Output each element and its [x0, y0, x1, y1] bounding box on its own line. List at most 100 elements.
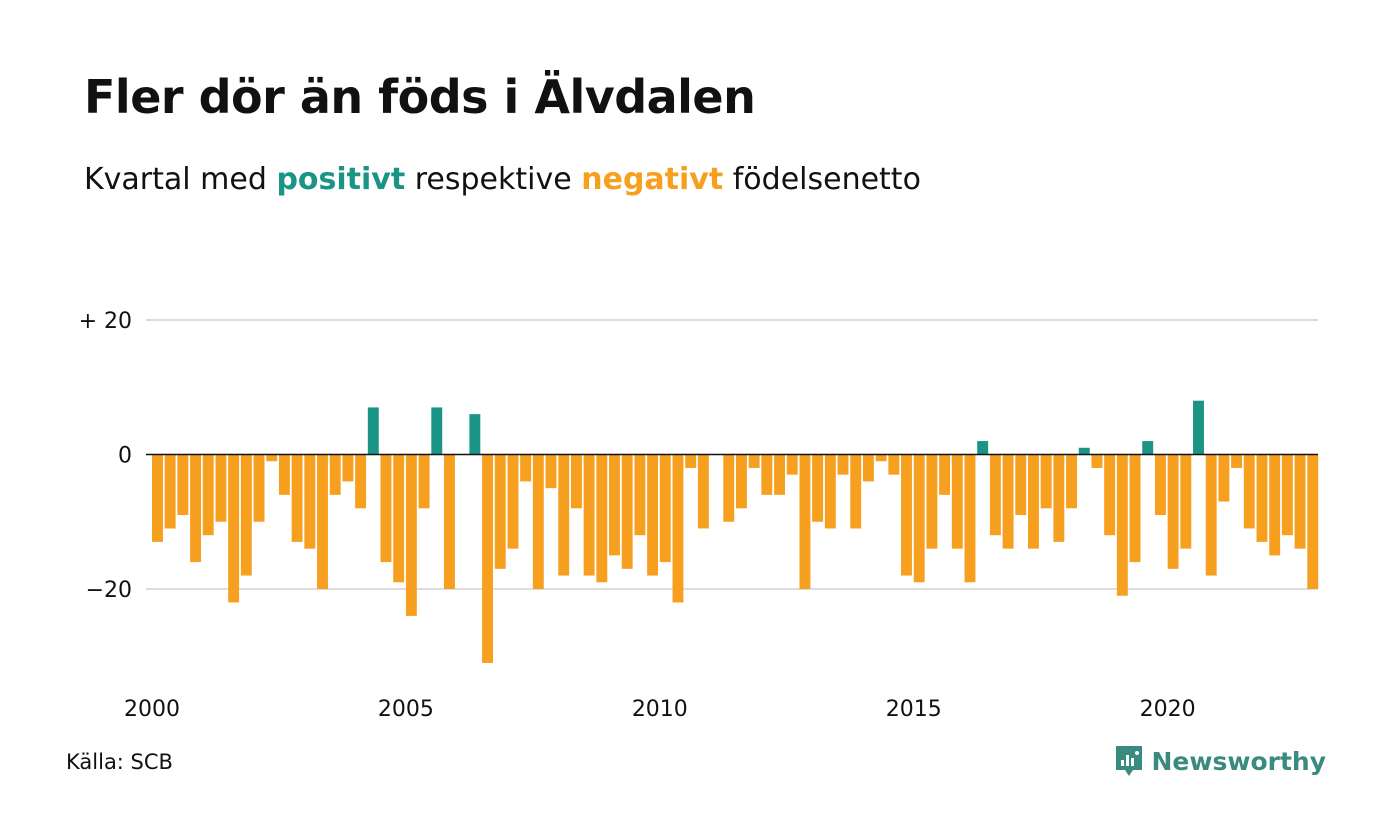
bar-negative — [317, 454, 328, 589]
bar-negative — [228, 454, 240, 603]
bar-negative — [1218, 454, 1230, 502]
bar-negative — [583, 454, 595, 576]
bar-negative — [609, 454, 620, 556]
bar-negative — [862, 454, 874, 482]
bar-negative — [355, 454, 367, 509]
source-note: Källa: SCB — [66, 750, 173, 774]
bar-negative — [634, 454, 646, 536]
bar-negative — [1028, 454, 1039, 549]
bar-negative — [1231, 454, 1243, 468]
bar-negative — [177, 454, 189, 516]
bar-negative — [1104, 454, 1116, 536]
bar-negative — [1053, 454, 1065, 542]
bar-negative — [736, 454, 747, 509]
bar-negative — [444, 454, 455, 589]
bar-negative — [697, 454, 709, 529]
bar-negative — [799, 454, 811, 589]
bar-negative — [901, 454, 912, 576]
bar-negative — [240, 454, 252, 576]
subtitle-text-before: Kvartal med — [84, 162, 267, 197]
bar-negative — [545, 454, 557, 489]
bar-negative — [253, 454, 265, 522]
bar-negative — [875, 454, 887, 462]
bar-negative — [685, 454, 697, 468]
brand-name: Newsworthy — [1151, 746, 1327, 776]
bar-negative — [1116, 454, 1128, 596]
bar-negative — [418, 454, 430, 509]
bar-negative — [1307, 454, 1319, 589]
bar-negative — [164, 454, 176, 529]
bar-negative — [951, 454, 963, 549]
x-tick-label: 2005 — [378, 697, 434, 722]
bar-negative — [596, 454, 608, 583]
bar-negative — [774, 454, 786, 495]
bar-negative — [570, 454, 582, 509]
bar-negative — [152, 454, 163, 542]
bar-negative — [494, 454, 506, 569]
subtitle-text-after: födelsenetto — [732, 162, 921, 197]
bar-negative — [723, 454, 735, 522]
bar-negative — [1180, 454, 1192, 549]
bar-negative — [1066, 454, 1078, 509]
bar-negative — [1154, 454, 1166, 516]
bar-negative — [1129, 454, 1141, 563]
chart-title: Fler dör än föds i Älvdalen — [84, 70, 756, 124]
bar-negative — [989, 454, 1001, 536]
bar-negative — [659, 454, 671, 563]
bar-negative — [266, 454, 278, 462]
bar-negative — [1205, 454, 1217, 576]
bar-negative — [304, 454, 316, 549]
chart-subtitle: Kvartal med positivt respektive negativt… — [84, 162, 921, 197]
bar-negative — [1167, 454, 1179, 569]
bar-positive — [977, 441, 989, 455]
bar-negative — [1015, 454, 1027, 516]
bar-negative — [824, 454, 836, 529]
subtitle-text-middle: respektive — [414, 162, 572, 197]
subtitle-negative-label: negativt — [581, 162, 724, 197]
bar-negative — [482, 454, 494, 663]
bar-negative — [647, 454, 659, 576]
bar-positive — [1078, 447, 1090, 455]
bar-negative — [1040, 454, 1052, 509]
bar-negative — [1269, 454, 1281, 556]
bar-negative — [850, 454, 862, 529]
brand-logo: Newsworthy — [1114, 744, 1327, 778]
bar-positive — [1142, 441, 1154, 455]
bar-negative — [405, 454, 417, 616]
bar-negative — [558, 454, 570, 576]
y-tick-label: 0 — [118, 444, 132, 469]
bar-negative — [1002, 454, 1014, 549]
bar-negative — [1091, 454, 1103, 468]
bar-negative — [1256, 454, 1268, 542]
bar-negative — [888, 454, 900, 475]
bar-negative — [202, 454, 214, 536]
bar-negative — [913, 454, 925, 583]
x-tick-label: 2010 — [632, 697, 688, 722]
bar-negative — [520, 454, 532, 482]
bar-negative — [761, 454, 773, 495]
bar-negative — [190, 454, 202, 563]
x-tick-label: 2015 — [886, 697, 942, 722]
bar-negative — [964, 454, 976, 583]
bar-negative — [812, 454, 824, 522]
bar-negative — [342, 454, 354, 482]
bar-negative — [507, 454, 519, 549]
bar-negative — [748, 454, 760, 468]
bar-negative — [1281, 454, 1293, 536]
bar-negative — [786, 454, 798, 475]
bar-negative — [926, 454, 938, 549]
bar-negative — [1294, 454, 1306, 549]
subtitle-positive-label: positivt — [276, 162, 406, 197]
bar-negative — [532, 454, 544, 589]
bar-positive — [1193, 400, 1204, 455]
bar-negative — [278, 454, 290, 495]
bar-positive — [431, 407, 443, 455]
bar-negative — [215, 454, 227, 522]
x-tick-label: 2000 — [124, 697, 180, 722]
y-tick-label: −20 — [86, 578, 132, 603]
bar-negative — [329, 454, 341, 495]
bar-positive — [367, 407, 379, 455]
x-tick-label: 2020 — [1140, 697, 1196, 722]
bar-positive — [469, 414, 481, 455]
